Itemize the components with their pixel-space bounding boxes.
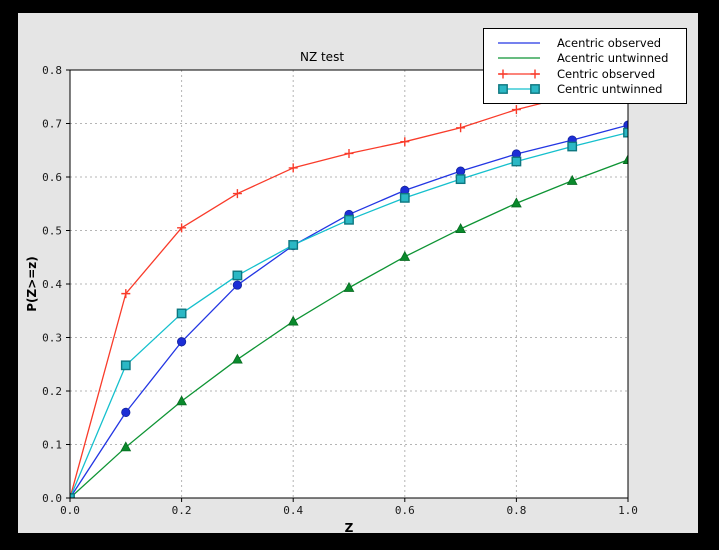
legend-item: Acentric untwinned <box>497 51 682 67</box>
marker-triangle <box>232 353 243 364</box>
marker-square <box>498 84 508 95</box>
marker-triangle <box>511 197 522 208</box>
legend-swatch <box>498 69 540 79</box>
marker-square <box>399 192 410 203</box>
legend-swatch <box>498 42 540 44</box>
marker-square <box>344 214 354 225</box>
marker-circle <box>177 337 187 347</box>
y-tick-label: 0.2 <box>42 385 62 398</box>
marker-circle <box>121 407 131 417</box>
marker-square <box>511 156 522 167</box>
figure: 0.0 0.2 0.4 0.6 0.8 1.0 0.0 0.1 0.2 0.3 0.4 0.5 0.6 0… <box>18 13 698 535</box>
legend-item: Centric untwinned <box>497 82 682 98</box>
legend-item: Centric observed <box>497 66 682 82</box>
chart-title: NZ test <box>299 50 345 64</box>
marker-circle <box>232 280 242 290</box>
marker-triangle <box>622 154 628 164</box>
marker-plus <box>530 69 540 79</box>
y-tick-label: 0.8 <box>42 64 62 77</box>
y-tick-label: 0.7 <box>42 118 62 131</box>
y-tick-label: 0.1 <box>42 439 62 452</box>
series-group <box>70 78 628 498</box>
marker-plus <box>232 189 242 199</box>
marker-plus <box>400 137 410 147</box>
y-tick-label: 0.4 <box>42 278 62 291</box>
legend-swatch <box>498 57 540 59</box>
marker-square <box>120 360 131 371</box>
x-tick-label: 1.0 <box>618 504 638 517</box>
legend-label: Centric observed <box>557 66 656 81</box>
marker-plus <box>288 163 298 173</box>
marker-plus <box>511 105 521 115</box>
y-tick-label: 0.3 <box>42 332 62 345</box>
marker-circle <box>455 166 466 176</box>
marker-triangle <box>566 174 578 185</box>
legend-label: Acentric observed <box>557 35 662 50</box>
marker-triangle <box>176 395 187 406</box>
legend-label: Acentric untwinned <box>557 51 669 66</box>
x-tick-label: 0.4 <box>283 504 303 517</box>
marker-plus <box>456 123 466 133</box>
marker-square <box>455 174 466 185</box>
marker-square <box>530 84 540 95</box>
legend-swatch <box>498 84 540 95</box>
marker-triangle <box>343 281 355 292</box>
y-tick-label: 0.0 <box>42 492 62 505</box>
legend-label: Centric untwinned <box>557 82 663 97</box>
marker-plus <box>121 289 131 299</box>
marker-triangle <box>120 441 132 452</box>
x-tick-label: 0.8 <box>506 504 526 517</box>
y-tick-label: 0.5 <box>42 225 62 238</box>
x-tick-label: 0.0 <box>60 504 80 517</box>
marker-plus <box>344 148 354 158</box>
marker-square <box>567 141 578 152</box>
marker-square <box>288 240 299 250</box>
x-tick-label: 0.6 <box>395 504 415 517</box>
marker-triangle <box>287 315 299 326</box>
marker-triangle <box>399 250 411 261</box>
legend: Acentric observed Acentric untwinned Centr… <box>483 28 687 104</box>
x-tick-label: 0.2 <box>172 504 192 517</box>
marker-square <box>176 308 187 319</box>
marker-plus <box>177 223 187 233</box>
marker-plus <box>498 69 508 79</box>
y-axis-label: P(Z>=z) <box>25 256 39 312</box>
legend-item: Acentric observed <box>497 35 682 51</box>
y-tick-label: 0.6 <box>42 171 62 184</box>
marker-square <box>232 270 243 281</box>
x-axis-label: Z <box>344 521 354 535</box>
marker-triangle <box>455 223 466 233</box>
plot-svg: 0.0 0.2 0.4 0.6 0.8 1.0 0.0 0.1 0.2 0.3 0.4 0.5 0.6 0… <box>42 64 638 517</box>
